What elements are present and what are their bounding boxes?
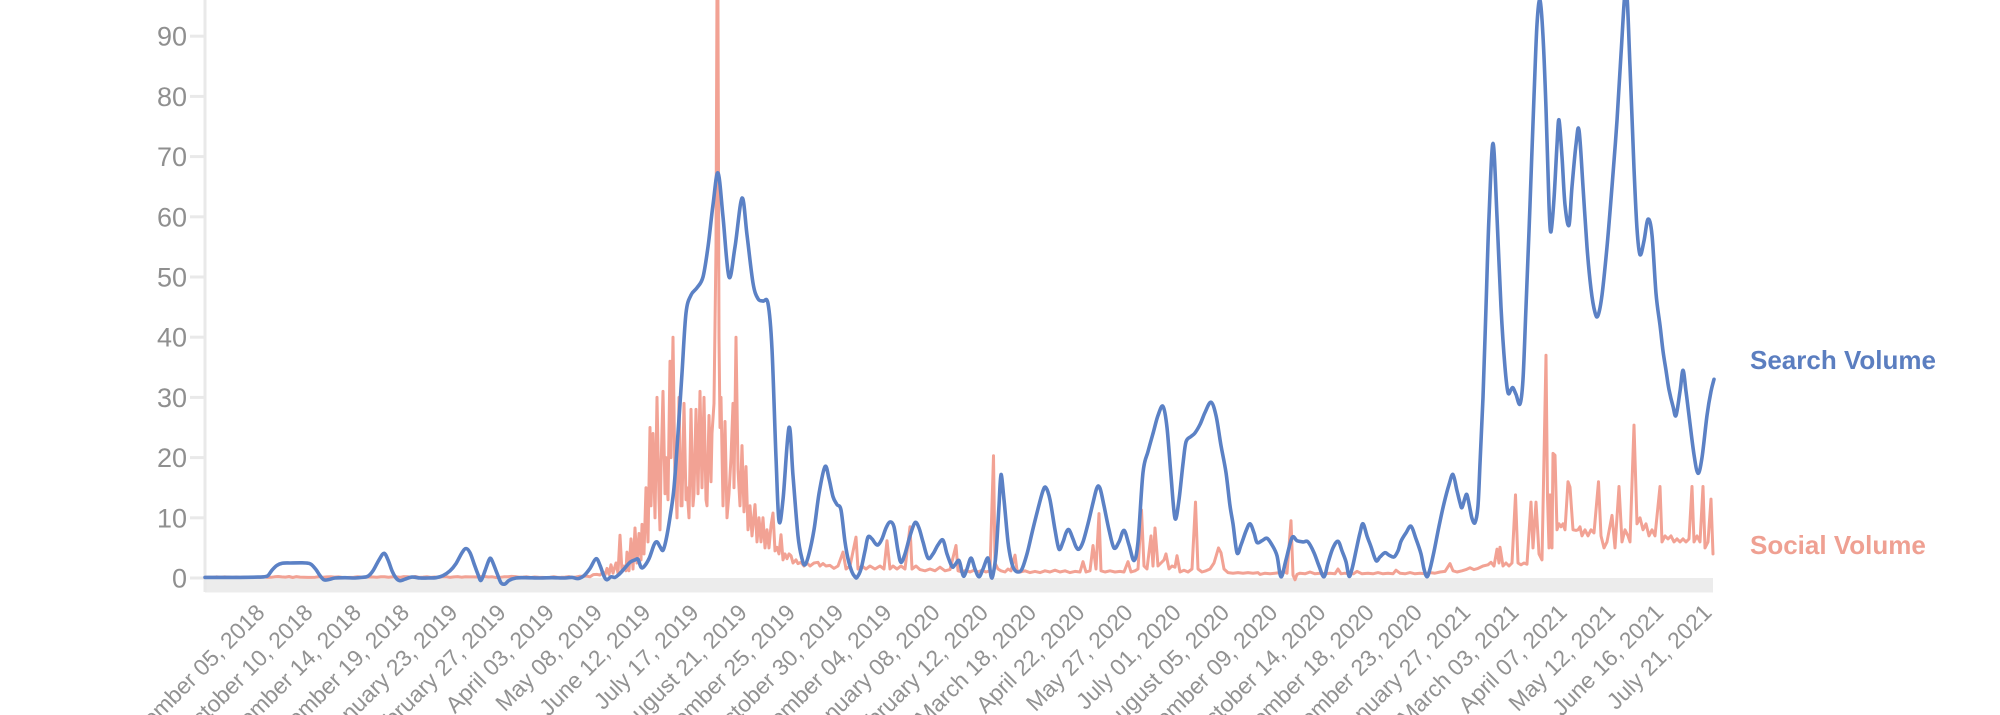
svg-text:70: 70 (157, 142, 187, 172)
svg-text:0: 0 (172, 564, 187, 594)
svg-text:Social Volume: Social Volume (1750, 530, 1926, 560)
svg-text:50: 50 (157, 263, 187, 293)
svg-text:60: 60 (157, 202, 187, 232)
svg-text:80: 80 (157, 82, 187, 112)
svg-text:30: 30 (157, 383, 187, 413)
svg-text:10: 10 (157, 503, 187, 533)
svg-text:20: 20 (157, 443, 187, 473)
svg-text:Search Volume: Search Volume (1750, 345, 1936, 375)
svg-text:40: 40 (157, 323, 187, 353)
svg-text:90: 90 (157, 22, 187, 52)
